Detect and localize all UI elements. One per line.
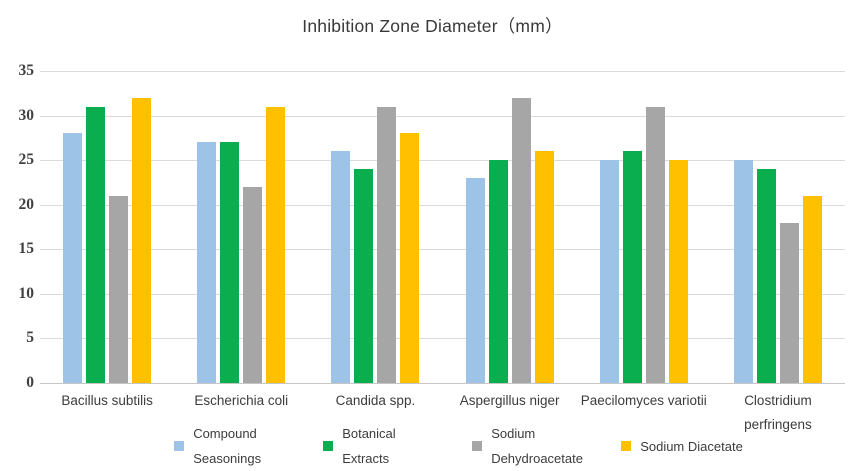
bar	[354, 169, 374, 383]
x-tick-label: Clostridium perfringens	[744, 393, 812, 432]
bar-groups	[40, 71, 845, 383]
bar	[465, 177, 485, 383]
bar-group	[63, 71, 152, 383]
legend-item: Sodium Dehydroacetate	[472, 421, 593, 471]
y-tick-label: 30	[18, 106, 35, 124]
bar	[645, 106, 665, 383]
bar	[511, 97, 531, 383]
bar	[534, 151, 554, 383]
bar-group	[465, 71, 554, 383]
chart-title: Inhibition Zone Diameter（mm）	[302, 16, 563, 36]
bar	[243, 186, 263, 383]
legend-swatch	[174, 441, 185, 451]
gridline	[40, 160, 845, 162]
bar	[220, 142, 240, 383]
y-tick-label: 20	[18, 195, 35, 213]
y-tick-label: 5	[26, 329, 34, 347]
bar	[377, 106, 397, 383]
legend-label: Botanical Extracts	[342, 426, 396, 466]
legend-item: Compound Seasonings	[174, 421, 295, 471]
x-tick-label: Candida spp.	[335, 393, 416, 408]
gridline	[40, 293, 845, 295]
bar-group	[733, 71, 822, 383]
bar	[63, 133, 83, 383]
bar	[622, 151, 642, 383]
y-tick-label: 0	[26, 374, 34, 391]
legend-label: Sodium Dehydroacetate	[491, 426, 583, 466]
legend-swatch	[323, 441, 334, 451]
bar	[400, 133, 420, 383]
x-tick-label: Bacillus subtilis	[61, 393, 153, 408]
gridline	[40, 115, 845, 117]
bar	[599, 160, 619, 383]
y-tick-label: 25	[18, 151, 35, 169]
y-tick-label: 10	[18, 284, 35, 302]
y-tick-label: 35	[18, 62, 35, 79]
x-tick-label: Paecilomyces variotii	[580, 393, 707, 408]
legend-swatch	[472, 441, 483, 451]
legend-item: Botanical Extracts	[323, 421, 444, 471]
bar	[756, 169, 776, 383]
y-axis: 0 5 10 15 20 25 30 35	[0, 62, 35, 391]
y-tick-label: 15	[18, 240, 35, 258]
bar	[488, 160, 508, 383]
bar	[733, 160, 753, 383]
gridline	[40, 204, 845, 206]
gridline	[40, 338, 845, 340]
bar	[802, 195, 822, 383]
bar	[109, 195, 129, 383]
gridline	[40, 383, 845, 384]
x-axis: Bacillus subtilis Escherichia coli Candida…	[40, 389, 845, 437]
plot-area	[40, 71, 845, 384]
bar-group	[599, 71, 688, 383]
legend-swatch	[621, 441, 632, 451]
legend-label: Compound Seasonings	[193, 426, 262, 466]
legend-label: Sodium Diacetate	[640, 438, 743, 454]
bar	[197, 142, 217, 383]
x-tick-label: Aspergillus niger	[459, 393, 560, 408]
bar	[779, 222, 799, 383]
x-tick-label: Escherichia coli	[194, 393, 289, 408]
bar	[331, 151, 351, 383]
gridline	[40, 249, 845, 251]
bar-group	[197, 71, 286, 383]
bar	[266, 106, 286, 383]
bar-group	[331, 71, 420, 383]
bar	[86, 106, 106, 383]
legend-item: Sodium Diacetate	[621, 434, 743, 459]
legend: Compound Seasonings Botanical Extracts Sod…	[0, 421, 865, 471]
bar	[132, 97, 152, 383]
bar	[668, 160, 688, 383]
gridline	[40, 71, 845, 72]
